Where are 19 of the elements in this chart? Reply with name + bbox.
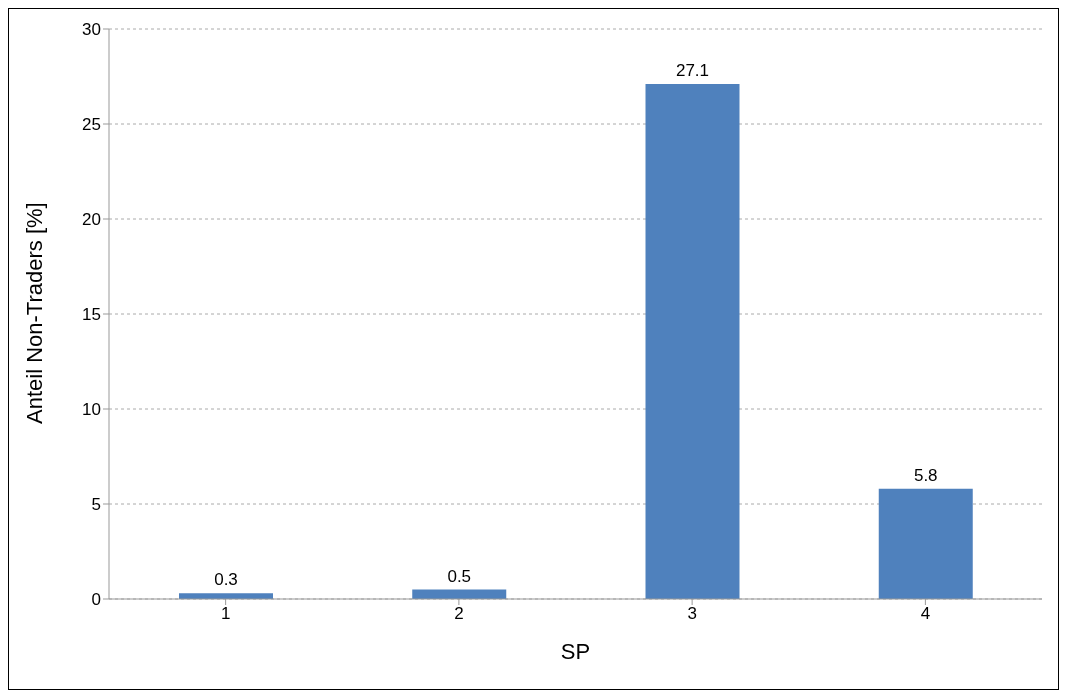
data-label: 27.1 xyxy=(675,61,710,81)
y-tick-label: 5 xyxy=(91,495,101,515)
x-tick-label: 4 xyxy=(920,604,931,624)
data-label: 5.8 xyxy=(913,465,938,485)
bar xyxy=(645,84,740,599)
y-tick-label: 20 xyxy=(82,210,101,230)
x-tick-label: 2 xyxy=(454,604,464,624)
data-label: 0.3 xyxy=(214,570,238,590)
bar xyxy=(878,488,973,599)
x-tick-label: 1 xyxy=(220,604,231,624)
y-tick-label: 15 xyxy=(82,305,101,325)
y-tick-label: 25 xyxy=(82,115,101,135)
y-tick-label: 10 xyxy=(82,400,101,420)
y-tick-label: 0 xyxy=(91,590,101,610)
x-tick-label: 3 xyxy=(687,604,697,624)
data-label: 0.5 xyxy=(447,566,472,586)
y-tick-label: 30 xyxy=(82,20,101,40)
y-axis-title: Anteil Non-Traders [%] xyxy=(21,202,47,424)
x-axis-title: SP xyxy=(560,639,591,664)
